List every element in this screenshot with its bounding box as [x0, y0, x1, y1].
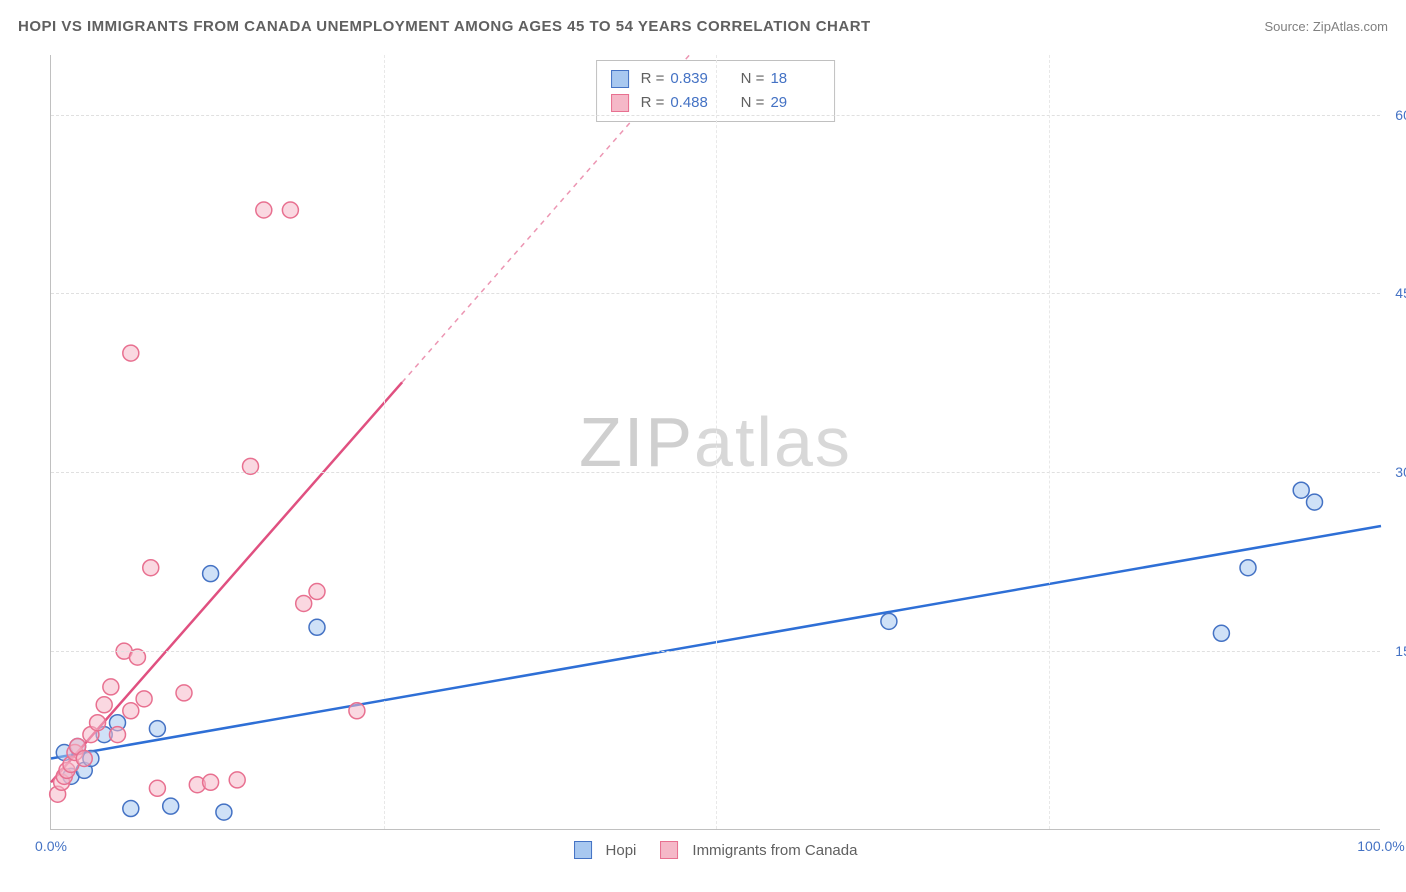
legend-label: Immigrants from Canada — [692, 842, 857, 859]
data-point — [881, 613, 897, 629]
data-point — [309, 584, 325, 600]
y-tick-label: 60.0% — [1395, 107, 1406, 123]
legend-item: Hopi — [574, 841, 637, 859]
stat-n-value: 18 — [770, 67, 820, 91]
x-gridline — [716, 55, 717, 829]
data-point — [123, 703, 139, 719]
y-tick-label: 45.0% — [1395, 285, 1406, 301]
stat-r-label: R = — [641, 67, 665, 91]
data-point — [96, 697, 112, 713]
chart-title: HOPI VS IMMIGRANTS FROM CANADA UNEMPLOYM… — [18, 18, 871, 35]
legend-swatch — [611, 94, 629, 112]
data-point — [203, 566, 219, 582]
data-point — [163, 798, 179, 814]
data-point — [229, 772, 245, 788]
data-point — [203, 774, 219, 790]
stat-r-value: 0.839 — [670, 67, 720, 91]
data-point — [136, 691, 152, 707]
legend: Hopi Immigrants from Canada — [574, 841, 858, 859]
data-point — [1213, 625, 1229, 641]
data-point — [216, 804, 232, 820]
x-tick-label: 100.0% — [1357, 838, 1404, 854]
legend-item: Immigrants from Canada — [660, 841, 857, 859]
data-point — [149, 721, 165, 737]
x-gridline — [1049, 55, 1050, 829]
data-point — [103, 679, 119, 695]
data-point — [1240, 560, 1256, 576]
data-point — [90, 715, 106, 731]
y-tick-label: 15.0% — [1395, 643, 1406, 659]
title-bar: HOPI VS IMMIGRANTS FROM CANADA UNEMPLOYM… — [18, 18, 1388, 35]
stat-n-label: N = — [741, 91, 765, 115]
data-point — [123, 801, 139, 817]
x-tick-label: 0.0% — [35, 838, 67, 854]
data-point — [1293, 482, 1309, 498]
data-point — [123, 345, 139, 361]
legend-label: Hopi — [606, 842, 637, 859]
y-tick-label: 30.0% — [1395, 464, 1406, 480]
legend-swatch — [574, 841, 592, 859]
data-point — [282, 202, 298, 218]
legend-swatch — [660, 841, 678, 859]
legend-swatch — [611, 70, 629, 88]
data-point — [76, 750, 92, 766]
data-point — [110, 727, 126, 743]
stat-n-value: 29 — [770, 91, 820, 115]
data-point — [309, 619, 325, 635]
source-text: Source: ZipAtlas.com — [1264, 19, 1388, 34]
data-point — [349, 703, 365, 719]
data-point — [1307, 494, 1323, 510]
data-point — [176, 685, 192, 701]
data-point — [149, 780, 165, 796]
data-point — [256, 202, 272, 218]
x-gridline — [384, 55, 385, 829]
stat-n-label: N = — [741, 67, 765, 91]
stat-r-label: R = — [641, 91, 665, 115]
stat-r-value: 0.488 — [670, 91, 720, 115]
chart-area: ZIPatlas R = 0.839 N = 18R = 0.488 N = 2… — [50, 55, 1380, 830]
data-point — [296, 595, 312, 611]
data-point — [143, 560, 159, 576]
